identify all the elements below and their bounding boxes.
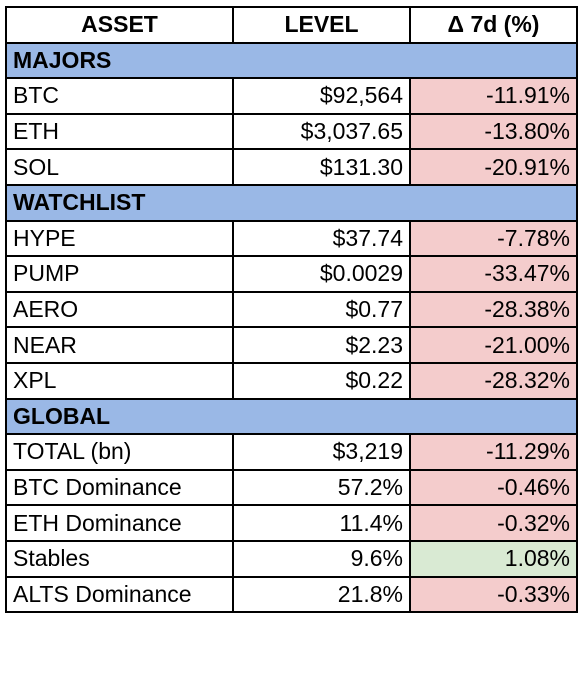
level-cell[interactable]: $0.77 <box>232 290 411 329</box>
level-cell[interactable]: 11.4% <box>232 504 411 542</box>
level-cell[interactable]: 57.2% <box>232 468 411 507</box>
level-cell[interactable]: 21.8% <box>232 575 411 614</box>
section-title[interactable]: GLOBAL <box>5 397 578 436</box>
level-cell[interactable]: $3,219 <box>232 433 411 471</box>
table-row: NEAR $2.23 -21.00% <box>5 326 578 364</box>
level-cell[interactable]: $0.0029 <box>232 255 411 293</box>
section-title[interactable]: WATCHLIST <box>5 183 578 222</box>
delta-cell[interactable]: -13.80% <box>409 112 578 151</box>
table-row: ETH $3,037.65 -13.80% <box>5 112 578 151</box>
asset-cell[interactable]: BTC Dominance <box>5 468 234 507</box>
table-row: ALTS Dominance 21.8% -0.33% <box>5 575 578 614</box>
delta-cell[interactable]: -28.32% <box>409 361 578 400</box>
asset-cell[interactable]: BTC <box>5 77 234 115</box>
asset-table: ASSET LEVEL Δ 7d (%) MAJORS BTC $92,564 … <box>5 6 578 614</box>
level-cell[interactable]: $2.23 <box>232 326 411 364</box>
table-body: MAJORS BTC $92,564 -11.91% ETH $3,037.65… <box>5 41 578 614</box>
asset-cell[interactable]: NEAR <box>5 326 234 364</box>
level-cell[interactable]: $3,037.65 <box>232 112 411 151</box>
delta-cell[interactable]: -11.29% <box>409 433 578 471</box>
asset-cell[interactable]: ETH <box>5 112 234 151</box>
table-row: HYPE $37.74 -7.78% <box>5 219 578 258</box>
table-row: BTC $92,564 -11.91% <box>5 77 578 115</box>
header-level[interactable]: LEVEL <box>232 6 411 44</box>
delta-cell[interactable]: -0.46% <box>409 468 578 507</box>
delta-cell[interactable]: -21.00% <box>409 326 578 364</box>
section-title[interactable]: MAJORS <box>5 41 578 80</box>
table-row: XPL $0.22 -28.32% <box>5 361 578 400</box>
table-row: AERO $0.77 -28.38% <box>5 290 578 329</box>
asset-cell[interactable]: Stables <box>5 539 234 578</box>
header-asset[interactable]: ASSET <box>5 6 234 44</box>
asset-cell[interactable]: TOTAL (bn) <box>5 433 234 471</box>
asset-cell[interactable]: PUMP <box>5 255 234 293</box>
delta-cell[interactable]: -11.91% <box>409 77 578 115</box>
header-delta[interactable]: Δ 7d (%) <box>409 6 578 44</box>
delta-cell[interactable]: 1.08% <box>409 539 578 578</box>
table-row: PUMP $0.0029 -33.47% <box>5 255 578 293</box>
table-row: SOL $131.30 -20.91% <box>5 148 578 186</box>
section-row-watchlist: WATCHLIST <box>5 183 578 222</box>
asset-cell[interactable]: ALTS Dominance <box>5 575 234 614</box>
asset-cell[interactable]: XPL <box>5 361 234 400</box>
delta-cell[interactable]: -20.91% <box>409 148 578 186</box>
asset-cell[interactable]: SOL <box>5 148 234 186</box>
table-row: TOTAL (bn) $3,219 -11.29% <box>5 433 578 471</box>
level-cell[interactable]: 9.6% <box>232 539 411 578</box>
delta-cell[interactable]: -28.38% <box>409 290 578 329</box>
delta-cell[interactable]: -0.32% <box>409 504 578 542</box>
header-row: ASSET LEVEL Δ 7d (%) <box>5 6 578 44</box>
level-cell[interactable]: $0.22 <box>232 361 411 400</box>
table-row: Stables 9.6% 1.08% <box>5 539 578 578</box>
delta-cell[interactable]: -7.78% <box>409 219 578 258</box>
table-row: BTC Dominance 57.2% -0.46% <box>5 468 578 507</box>
asset-cell[interactable]: AERO <box>5 290 234 329</box>
asset-cell[interactable]: ETH Dominance <box>5 504 234 542</box>
level-cell[interactable]: $37.74 <box>232 219 411 258</box>
table-row: ETH Dominance 11.4% -0.32% <box>5 504 578 542</box>
delta-cell[interactable]: -0.33% <box>409 575 578 614</box>
section-row-majors: MAJORS <box>5 41 578 80</box>
level-cell[interactable]: $131.30 <box>232 148 411 186</box>
asset-cell[interactable]: HYPE <box>5 219 234 258</box>
delta-cell[interactable]: -33.47% <box>409 255 578 293</box>
level-cell[interactable]: $92,564 <box>232 77 411 115</box>
section-row-global: GLOBAL <box>5 397 578 436</box>
